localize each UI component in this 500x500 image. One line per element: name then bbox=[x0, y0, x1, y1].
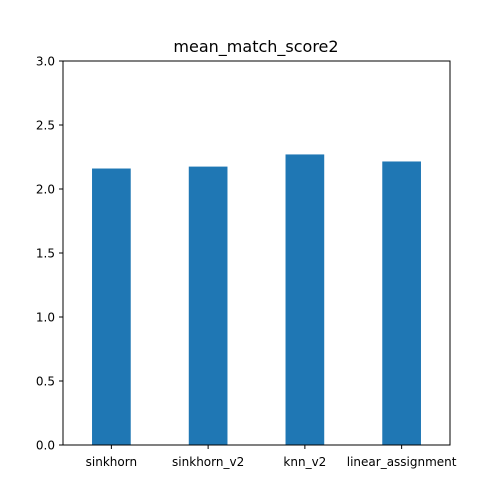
bar-linear-assignment bbox=[382, 161, 421, 446]
bars bbox=[92, 154, 421, 446]
chart-title: mean_match_score2 bbox=[173, 37, 338, 57]
y-tick-label: 3.0 bbox=[36, 55, 55, 69]
y-tick-label: 1.0 bbox=[36, 311, 55, 325]
plot-frame bbox=[62, 60, 451, 446]
y-axis: 0.0 0.5 1.0 1.5 2.0 2.5 3.0 bbox=[36, 55, 63, 453]
y-tick-label: 2.0 bbox=[36, 183, 55, 197]
y-tick-label: 2.5 bbox=[36, 119, 55, 133]
x-tick-label: linear_assignment bbox=[347, 455, 457, 469]
bar-sinkhorn bbox=[92, 168, 131, 445]
y-tick-label: 0.0 bbox=[36, 439, 55, 453]
bar-knn-v2 bbox=[285, 154, 325, 445]
bar-sinkhorn-v2 bbox=[188, 166, 228, 445]
x-axis: sinkhorn sinkhorn_v2 knn_v2 linear_assignme… bbox=[86, 445, 457, 469]
x-tick-label: sinkhorn bbox=[86, 455, 137, 469]
y-tick-label: 0.5 bbox=[36, 375, 55, 389]
x-tick-label: knn_v2 bbox=[283, 455, 326, 469]
y-tick-label: 1.5 bbox=[36, 247, 55, 261]
x-tick-label: sinkhorn_v2 bbox=[172, 455, 244, 469]
